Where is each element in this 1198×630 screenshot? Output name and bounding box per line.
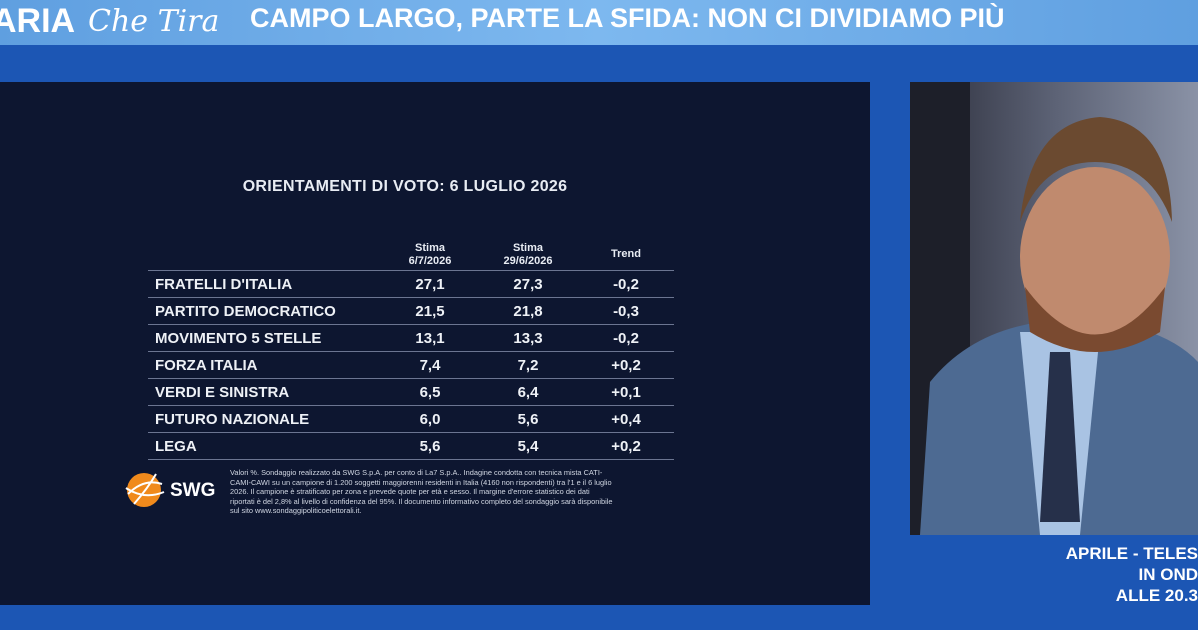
column-header: Stima — [415, 242, 445, 254]
show-logo-script: Che Tira — [88, 4, 220, 39]
party-name: PARTITO DEMOCRATICO — [155, 303, 336, 320]
row-rule — [148, 405, 674, 406]
poll-value: 13,1 — [415, 330, 445, 347]
party-name: FUTURO NAZIONALE — [155, 411, 310, 428]
poll-value: -0,2 — [613, 330, 639, 347]
row-rule — [148, 432, 674, 433]
poll-value: 27,1 — [415, 276, 445, 293]
row-rule — [148, 459, 674, 460]
table-title: ORIENTAMENTI DI VOTO: 6 LUGLIO 2026 — [242, 178, 568, 195]
row-rule — [148, 297, 674, 298]
row-rule — [148, 378, 674, 379]
party-name: FRATELLI D'ITALIA — [155, 276, 293, 293]
poll-value: 5,6 — [419, 438, 441, 455]
swg-swoosh — [125, 473, 165, 505]
show-logo: ARIA — [0, 2, 76, 40]
hair — [1020, 117, 1172, 222]
swg-icon — [125, 473, 165, 507]
poll-value: +0,2 — [611, 438, 641, 455]
poll-value: -0,3 — [613, 303, 639, 320]
party-name: FORZA ITALIA — [155, 357, 258, 374]
row-rule — [148, 351, 674, 352]
presenter — [910, 82, 1198, 535]
caption-line: ALLE 20.3 — [1115, 586, 1198, 605]
face — [1020, 167, 1170, 347]
poll-value: 5,4 — [517, 438, 539, 455]
footnote-line: riportati è del 2,8% al livello di confi… — [230, 496, 613, 506]
poll-value: 5,6 — [517, 411, 539, 428]
poll-value: 13,3 — [513, 330, 543, 347]
poll-value: 6,0 — [419, 411, 441, 428]
column-header: 6/7/2026 — [408, 255, 452, 267]
footnote-line: sul sito www.sondaggipoliticoelettorali.… — [230, 506, 362, 516]
column-header: 29/6/2026 — [503, 255, 553, 267]
poll-value: 6,5 — [419, 384, 441, 401]
poll-panel — [0, 82, 870, 605]
poll-value: 7,2 — [517, 357, 539, 374]
poll-value: +0,4 — [611, 411, 641, 428]
headline: CAMPO LARGO, PARTE LA SFIDA: NON CI DIVI… — [250, 3, 1005, 33]
party-name: MOVIMENTO 5 STELLE — [155, 330, 322, 347]
poll-value: -0,2 — [613, 276, 639, 293]
poll-value: 21,5 — [415, 303, 445, 320]
beard — [1025, 287, 1165, 352]
caption: APRILE - TELES IN OND ALLE 20.3 — [920, 540, 1198, 610]
footnote-line: 2026. Il campione è stratificato per zon… — [230, 487, 590, 497]
footnote: Valori %. Sondaggio realizzato da SWG S.… — [230, 468, 612, 516]
column-header: Stima — [513, 242, 543, 254]
footnote-line: Valori %. Sondaggio realizzato da SWG S.… — [230, 468, 603, 477]
column-header: Trend — [611, 248, 641, 260]
video-feed — [910, 82, 1198, 535]
poll-value: +0,2 — [611, 357, 641, 374]
footnote-line: CAMI-CAWI su un campione di 1.200 sogget… — [230, 477, 612, 487]
row-rule — [148, 270, 674, 271]
poll-value: 7,4 — [419, 357, 441, 374]
tie — [1040, 352, 1080, 522]
poll-value: 6,4 — [517, 384, 539, 401]
caption-line: APRILE - TELES — [1065, 544, 1198, 563]
swg-logo: SWG — [170, 480, 216, 501]
caption-line: IN OND — [1138, 565, 1198, 584]
top-bar: ARIA Che Tira CAMPO LARGO, PARTE LA SFID… — [0, 0, 1198, 45]
poll-value: 21,8 — [513, 303, 543, 320]
poll-value: 27,3 — [513, 276, 543, 293]
poll-value: +0,1 — [611, 384, 641, 401]
party-name: LEGA — [155, 438, 197, 455]
row-rule — [148, 324, 674, 325]
party-name: VERDI E SINISTRA — [155, 384, 290, 401]
